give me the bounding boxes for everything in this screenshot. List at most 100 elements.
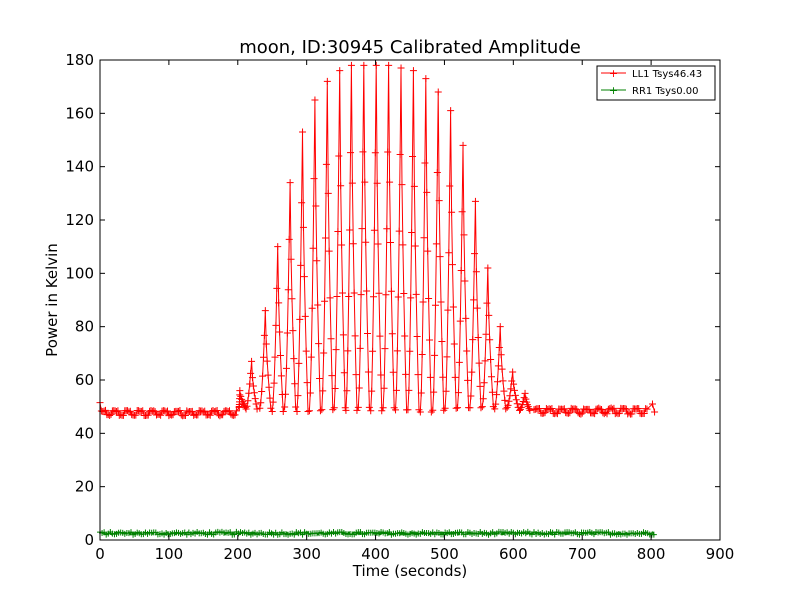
point-ll1: [651, 408, 659, 416]
point-ll1: [507, 385, 515, 393]
point-ll1: [459, 141, 467, 149]
point-ll1: [311, 96, 319, 104]
point-ll1: [206, 411, 214, 419]
point-ll1: [276, 328, 284, 336]
point-ll1: [371, 149, 379, 157]
point-ll1: [300, 273, 308, 281]
point-ll1: [566, 409, 574, 417]
point-ll1: [578, 409, 586, 417]
point-ll1: [357, 291, 365, 299]
point-ll1: [471, 250, 479, 258]
point-ll1: [621, 405, 629, 413]
point-ll1: [338, 241, 346, 249]
point-ll1: [356, 344, 364, 352]
point-ll1: [368, 387, 376, 395]
point-ll1: [232, 407, 240, 415]
point-ll1: [321, 234, 329, 242]
point-ll1: [119, 411, 127, 419]
point-ll1: [485, 311, 493, 319]
y-tick-label: 160: [65, 104, 94, 122]
point-ll1: [483, 299, 491, 307]
point-ll1: [266, 394, 274, 402]
point-ll1: [521, 389, 529, 397]
y-tick-label: 100: [65, 264, 94, 282]
point-ll1: [286, 179, 294, 187]
point-ll1: [175, 407, 183, 415]
point-ll1: [268, 408, 276, 416]
point-ll1: [332, 346, 340, 354]
point-ll1: [432, 240, 440, 248]
point-ll1: [386, 238, 394, 246]
point-ll1: [467, 392, 475, 400]
x-tick-label: 500: [430, 545, 459, 563]
point-ll1: [400, 290, 408, 298]
point-ll1: [345, 293, 353, 301]
point-ll1: [511, 391, 519, 399]
point-ll1: [380, 384, 388, 392]
point-ll1: [512, 396, 520, 404]
point-ll1: [315, 340, 323, 348]
point-ll1: [102, 406, 110, 414]
point-ll1: [548, 405, 556, 413]
point-ll1: [259, 372, 267, 380]
point-ll1: [364, 368, 372, 376]
point-ll1: [302, 347, 310, 355]
point-ll1: [500, 387, 508, 395]
point-ll1: [350, 289, 358, 297]
point-ll1: [295, 359, 303, 367]
point-ll1: [484, 264, 492, 272]
point-ll1: [261, 307, 269, 315]
axis-ticks: 0 100 200 300 400 500 600 700 800 900 0 20 40 60 80 100…: [65, 51, 734, 563]
point-ll1: [635, 405, 643, 413]
point-ll1: [402, 370, 410, 378]
point-ll1: [243, 402, 251, 410]
point-ll1: [296, 315, 304, 323]
point-ll1: [479, 395, 487, 403]
point-ll1: [410, 182, 418, 190]
point-ll1: [362, 238, 370, 246]
point-ll1: [451, 373, 459, 381]
point-ll1: [438, 338, 446, 346]
point-ll1: [417, 389, 425, 397]
point-ll1: [513, 400, 521, 408]
x-tick-label: 900: [706, 545, 735, 563]
point-ll1: [339, 331, 347, 339]
point-ll1: [449, 303, 457, 311]
point-ll1: [271, 353, 279, 361]
point-ll1: [469, 336, 477, 344]
point-ll1: [455, 358, 463, 366]
point-ll1: [279, 408, 287, 416]
point-ll1: [497, 351, 505, 359]
point-ll1: [423, 188, 431, 196]
point-ll1: [622, 405, 630, 413]
point-ll1: [304, 408, 312, 416]
point-ll1: [468, 368, 476, 376]
point-ll1: [262, 340, 270, 348]
point-ll1: [264, 371, 272, 379]
y-tick-label: 60: [75, 371, 94, 389]
point-ll1: [426, 336, 434, 344]
point-ll1: [491, 405, 499, 413]
point-ll1: [285, 235, 293, 243]
point-ll1: [107, 410, 115, 418]
point-ll1: [375, 289, 383, 297]
point-ll1: [585, 405, 593, 413]
point-ll1: [358, 225, 366, 233]
point-ll1: [609, 405, 617, 413]
point-ll1: [398, 181, 406, 189]
point-ll1: [482, 330, 490, 338]
point-ll1: [251, 395, 259, 403]
point-ll1: [387, 287, 395, 295]
point-ll1: [463, 347, 471, 355]
point-ll1: [282, 364, 290, 372]
point-ll1: [640, 409, 648, 417]
point-ll1: [480, 379, 488, 387]
point-ll1: [328, 372, 336, 380]
point-ll1: [392, 406, 400, 414]
point-ll1: [436, 253, 444, 261]
point-ll1: [571, 405, 579, 413]
point-ll1: [488, 373, 496, 381]
point-ll1: [510, 380, 518, 388]
point-ll1: [409, 152, 417, 160]
point-ll1: [319, 387, 327, 395]
